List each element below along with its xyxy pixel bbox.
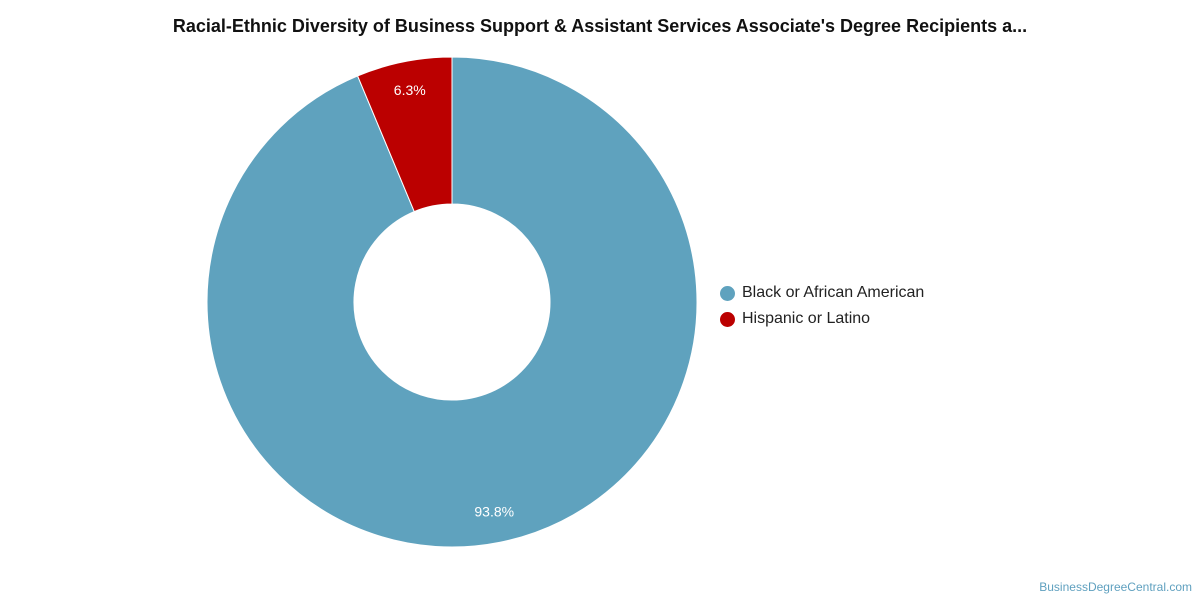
chart-title: Racial-Ethnic Diversity of Business Supp… xyxy=(172,16,1028,36)
slice-hispanic-or-latino[interactable] xyxy=(356,56,453,213)
slice-black-or-african-american[interactable] xyxy=(206,56,698,548)
legend: Black or African American Hispanic or La… xyxy=(720,280,924,332)
slice-label-hispanic-or-latino: 6.3% xyxy=(394,82,426,98)
legend-swatch-black-or-african-american xyxy=(720,285,735,301)
slice-labels-group: 93.8% 6.3% xyxy=(394,82,514,520)
legend-label-black-or-african-american: Black or African American xyxy=(742,284,925,301)
legend-item-hispanic-or-latino[interactable]: Hispanic or Latino xyxy=(720,306,924,332)
legend-item-black-or-african-american[interactable]: Black or African American xyxy=(720,280,924,306)
slice-label-black-or-african-american: 93.8% xyxy=(474,504,514,520)
legend-label-hispanic-or-latino: Hispanic or Latino xyxy=(742,310,871,327)
source-link[interactable]: BusinessDegreeCentral.com xyxy=(1039,580,1192,594)
slices-group xyxy=(206,56,698,548)
legend-swatch-hispanic-or-latino xyxy=(720,311,735,327)
